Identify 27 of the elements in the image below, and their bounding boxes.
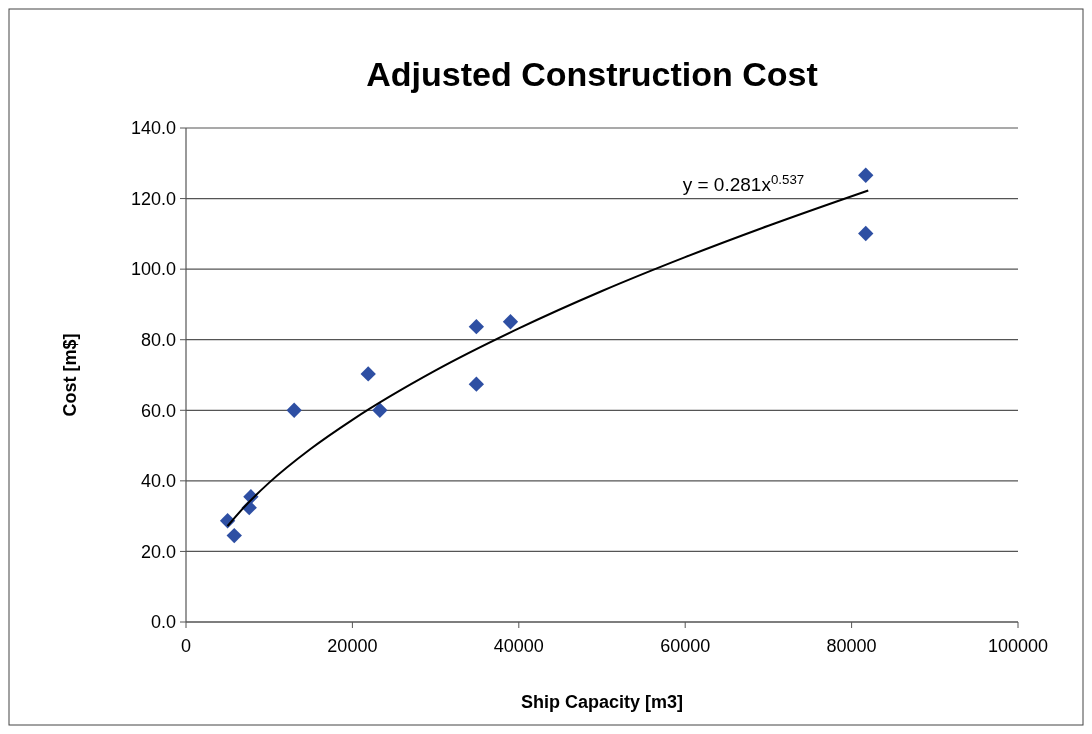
- point: [286, 402, 302, 418]
- y-tick-label: 80.0: [140, 330, 176, 351]
- point: [468, 376, 485, 392]
- y-tick-label: 0.0: [150, 612, 176, 633]
- point: [226, 527, 242, 544]
- y-tick-label: 40.0: [140, 471, 176, 492]
- y-tick-label: 140.0: [130, 118, 176, 139]
- point: [858, 225, 874, 242]
- x-tick-label: 100000: [987, 636, 1049, 656]
- y-tick-label: 60.0: [140, 400, 176, 421]
- y-tick-label: 100.0: [130, 259, 176, 280]
- point: [468, 318, 485, 335]
- annotation: y = 0.281x$^{0.537}$: [682, 171, 805, 196]
- x-tick-label: 80000: [826, 636, 877, 656]
- x-tick-label: 0: [180, 636, 192, 656]
- y-tick-label: 120.0: [130, 188, 176, 209]
- point: [372, 402, 388, 418]
- x-axis-title: Ship Capacity [m3]: [520, 692, 684, 712]
- x-tick-label: 40000: [493, 636, 544, 656]
- x-tick-label: 20000: [327, 636, 378, 656]
- x-tick-label: 60000: [660, 636, 711, 656]
- y-tick-label: 20.0: [140, 541, 176, 562]
- point: [858, 167, 874, 183]
- point: [502, 314, 519, 330]
- chart-title: Adjusted Construction Cost: [366, 55, 818, 93]
- y-axis-title: Cost [m$]: [60, 333, 80, 417]
- point: [360, 366, 376, 382]
